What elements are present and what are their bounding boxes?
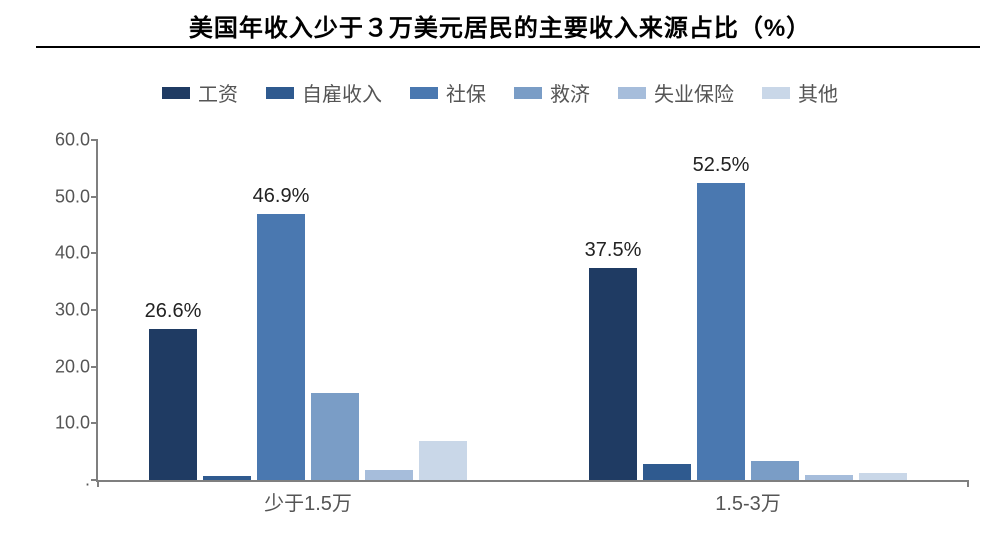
title-wrap: 美国年收入少于３万美元居民的主要收入来源占比（%） <box>0 8 1000 43</box>
y-axis-tick-label: 10.0 <box>38 413 90 434</box>
title-underline <box>36 46 980 48</box>
bar <box>149 329 197 480</box>
y-axis-tick-mark <box>91 252 98 254</box>
legend-swatch <box>762 87 790 99</box>
bar <box>643 464 691 480</box>
y-axis-tick-label: . <box>38 470 90 491</box>
x-axis-tick-mark <box>967 480 969 487</box>
bar <box>419 441 467 480</box>
legend-item: 失业保险 <box>618 78 734 107</box>
legend: 工资 自雇收入 社保 救济 失业保险 其他 <box>0 78 1000 107</box>
x-axis-category-label: 少于1.5万 <box>264 487 352 516</box>
legend-item: 工资 <box>162 78 238 107</box>
bar <box>751 461 799 480</box>
bar-value-label: 26.6% <box>145 300 202 323</box>
bar <box>805 475 853 480</box>
legend-swatch <box>514 87 542 99</box>
bar-value-label: 37.5% <box>585 239 642 262</box>
y-axis-tick-label: 50.0 <box>38 186 90 207</box>
y-axis-tick-label: 40.0 <box>38 243 90 264</box>
legend-swatch <box>410 87 438 99</box>
bar <box>697 183 745 481</box>
y-axis-tick-mark <box>91 196 98 198</box>
y-axis-tick-label: 30.0 <box>38 300 90 321</box>
legend-label: 救济 <box>550 78 590 107</box>
chart-container: 美国年收入少于３万美元居民的主要收入来源占比（%） 工资 自雇收入 社保 救济 失业保险… <box>0 0 1000 542</box>
legend-item: 其他 <box>762 78 838 107</box>
y-axis-tick-label: 60.0 <box>38 130 90 151</box>
legend-swatch <box>618 87 646 99</box>
legend-label: 工资 <box>198 78 238 107</box>
bar <box>257 214 305 480</box>
legend-item: 自雇收入 <box>266 78 382 107</box>
x-axis-tick-mark <box>97 480 99 487</box>
chart-title: 美国年收入少于３万美元居民的主要收入来源占比（%） <box>189 8 811 43</box>
y-axis-tick-mark <box>91 309 98 311</box>
legend-swatch <box>162 87 190 99</box>
bar-value-label: 46.9% <box>253 185 310 208</box>
legend-label: 其他 <box>798 78 838 107</box>
bar <box>859 473 907 480</box>
bar <box>311 393 359 480</box>
bar <box>589 268 637 481</box>
y-axis-tick-mark <box>91 422 98 424</box>
bar-value-label: 52.5% <box>693 154 750 177</box>
legend-label: 社保 <box>446 78 486 107</box>
legend-item: 救济 <box>514 78 590 107</box>
y-axis-tick-mark <box>91 139 98 141</box>
bar <box>203 476 251 480</box>
legend-label: 自雇收入 <box>302 78 382 107</box>
legend-swatch <box>266 87 294 99</box>
x-axis-category-label: 1.5-3万 <box>715 487 781 516</box>
bar <box>365 470 413 480</box>
legend-item: 社保 <box>410 78 486 107</box>
y-axis-tick-mark <box>91 366 98 368</box>
plot-area: .10.020.030.040.050.060.0少于1.5万1.5-3万26.… <box>96 140 968 482</box>
chart-area: . 10.0 20.0 30.0 40.0 50.0 60.0 少于1.5万 1.5-3万 26.… <box>36 120 980 520</box>
y-axis-tick-label: 20.0 <box>38 356 90 377</box>
legend-label: 失业保险 <box>654 78 734 107</box>
